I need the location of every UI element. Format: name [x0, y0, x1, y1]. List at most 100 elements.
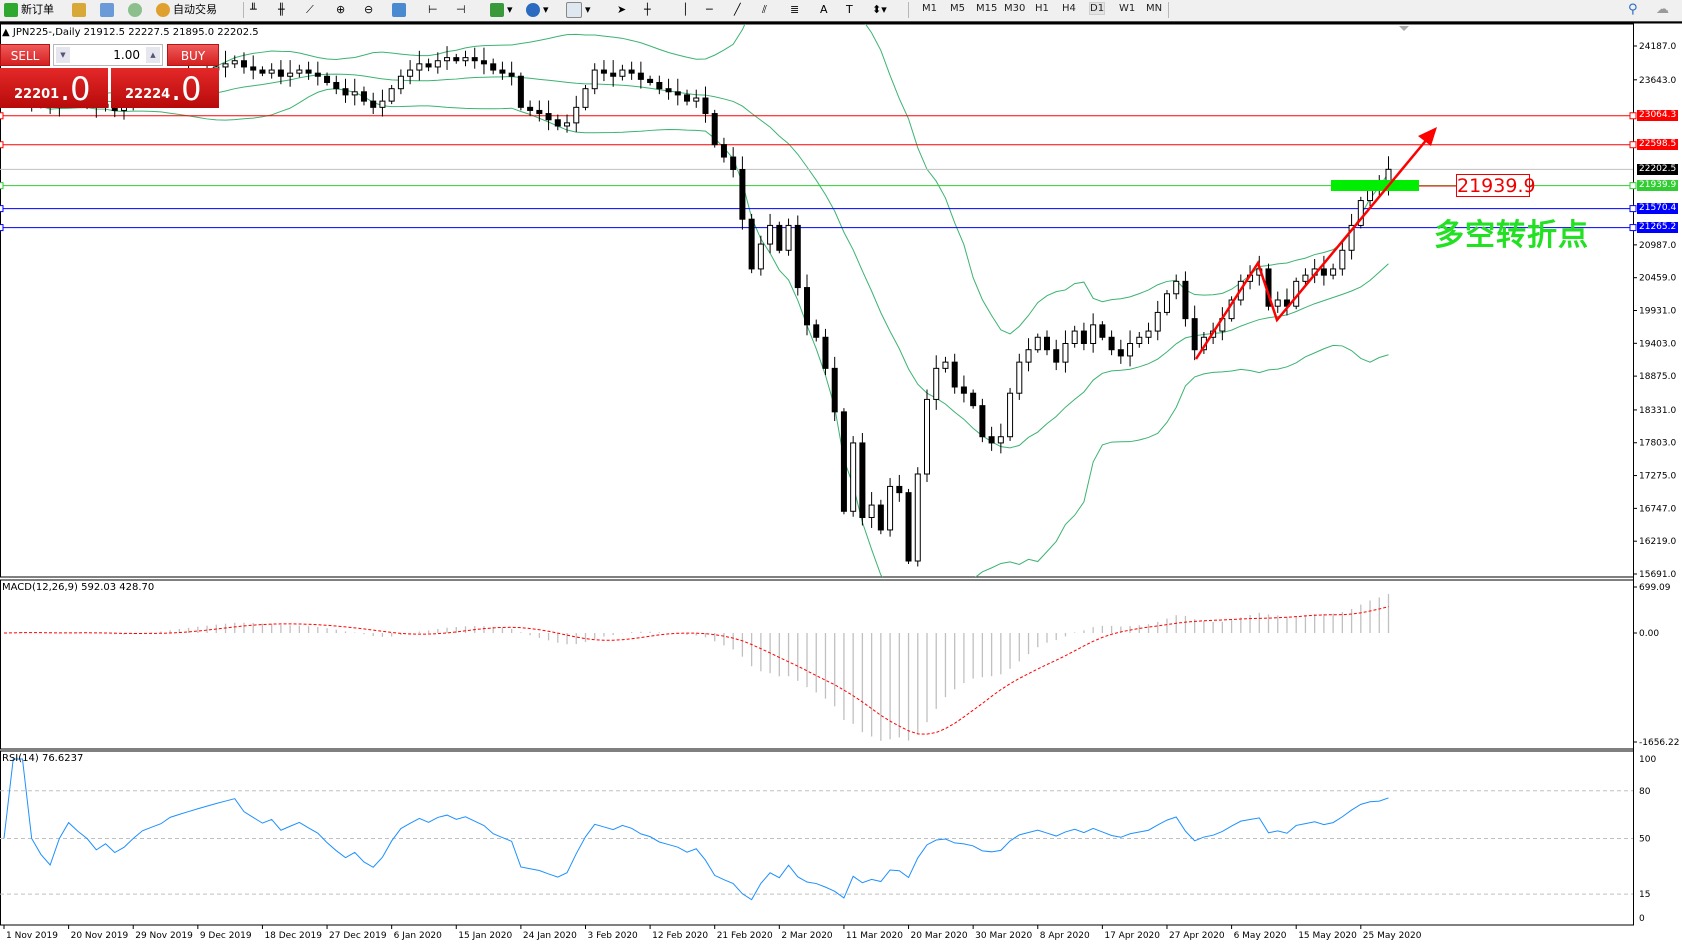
- chart-shift-button[interactable]: ⊢: [428, 2, 438, 18]
- community-button[interactable]: ☁: [1656, 2, 1669, 18]
- rsi-tick-label: 15: [1639, 890, 1650, 900]
- separator: [908, 2, 909, 18]
- indicators-icon: [490, 3, 504, 17]
- candle-bearish: [1108, 336, 1115, 351]
- templates-button[interactable]: ▾: [566, 2, 591, 18]
- price-tick-label: 19931.0: [1639, 306, 1676, 316]
- candle-bullish: [379, 100, 386, 108]
- vertical-line-button[interactable]: │: [682, 2, 689, 18]
- crosshair-button[interactable]: ┼: [644, 2, 651, 18]
- lot-size-input[interactable]: 1.00: [113, 48, 140, 62]
- timeframe-h1[interactable]: H1: [1035, 3, 1049, 14]
- candle-bullish: [1062, 342, 1069, 363]
- date-label: 11 Mar 2020: [846, 931, 903, 941]
- candle-bearish: [360, 91, 367, 102]
- timeframe-h4[interactable]: H4: [1062, 3, 1076, 14]
- separator: [243, 2, 244, 18]
- candle-bullish: [997, 436, 1004, 444]
- crosshair-icon: ┼: [644, 3, 651, 16]
- tile-windows-button[interactable]: [392, 2, 409, 18]
- candle-bullish: [462, 57, 469, 62]
- timeframe-m5[interactable]: M5: [950, 3, 965, 14]
- candle-bullish: [868, 504, 875, 519]
- autoscroll-button[interactable]: ⊣: [456, 2, 466, 18]
- search-button[interactable]: ⚲: [1628, 2, 1638, 18]
- candle-bullish: [397, 75, 404, 90]
- candle-bullish: [1025, 349, 1032, 363]
- candle-bearish: [637, 72, 644, 80]
- candle-bullish: [933, 367, 940, 400]
- lot-decrease-button[interactable]: ▼: [56, 47, 70, 63]
- candle-bearish: [259, 69, 266, 74]
- equidistant-channel-button[interactable]: ⫽: [762, 2, 767, 18]
- rsi-line: [3, 758, 1389, 901]
- bar-chart-button[interactable]: ╨: [250, 2, 257, 18]
- horizontal-line-button[interactable]: ─: [706, 2, 713, 18]
- date-label: 27 Apr 2020: [1169, 931, 1225, 941]
- fibonacci-button[interactable]: ≣: [790, 2, 799, 18]
- price-tick-label: 19403.0: [1639, 339, 1676, 349]
- price-tick-label: 20459.0: [1639, 274, 1676, 284]
- macd-tick-label: 0.00: [1639, 629, 1659, 639]
- timeframe-d1[interactable]: D1: [1088, 2, 1106, 15]
- date-label: 29 Nov 2019: [135, 931, 193, 941]
- timeframe-m15[interactable]: M15: [976, 3, 998, 14]
- trendline-button[interactable]: ╱: [734, 2, 741, 18]
- text-label-button[interactable]: T: [846, 2, 853, 18]
- candle-bullish: [296, 69, 303, 74]
- periods-button[interactable]: ▾: [526, 2, 549, 18]
- annotations: [0, 26, 1637, 360]
- candlestick-button[interactable]: ╫: [278, 2, 285, 18]
- price-tick-label: 17803.0: [1639, 439, 1676, 449]
- level-axis-label: 23064.3: [1637, 110, 1679, 122]
- candle-bullish: [693, 97, 700, 102]
- sell-button[interactable]: SELL: [0, 44, 50, 66]
- candle-bullish: [351, 91, 358, 96]
- candle-bearish: [896, 485, 903, 494]
- zoom-in-button[interactable]: ⊕: [336, 2, 345, 18]
- candle-bullish: [222, 63, 229, 68]
- signals-button[interactable]: [128, 2, 145, 18]
- date-label: 6 Jan 2020: [394, 931, 442, 941]
- tile-windows-icon: [392, 3, 406, 17]
- sell-price[interactable]: 22201 .0: [0, 68, 108, 108]
- timeframe-m30[interactable]: M30: [1004, 3, 1026, 14]
- lot-size-stepper[interactable]: ▼ 1.00 ▲: [53, 44, 163, 66]
- candle-bearish: [684, 94, 691, 102]
- community-icon: ☁: [1656, 2, 1669, 17]
- candle-bearish: [822, 336, 829, 369]
- candle-bearish: [979, 405, 986, 438]
- level-axis-label: 22598.5: [1637, 139, 1679, 151]
- candle-bearish: [674, 91, 681, 96]
- timeframe-m1[interactable]: M1: [922, 3, 937, 14]
- candle-bearish: [305, 69, 312, 74]
- turning-point-annotation: 多空转折点: [1434, 218, 1589, 253]
- chart-shift-icon: ⊢: [428, 3, 438, 16]
- indicators-button[interactable]: ▾: [490, 2, 513, 18]
- candle-bearish: [730, 156, 737, 170]
- candle-bearish: [831, 367, 838, 413]
- arrows-button[interactable]: ⬍▾: [872, 2, 887, 18]
- navigator-button[interactable]: [100, 2, 117, 18]
- auto-trading-button[interactable]: 自动交易: [156, 2, 217, 18]
- trend-arrow-path: [1194, 137, 1429, 360]
- market-watch-button[interactable]: [72, 2, 89, 18]
- candle-bearish: [342, 88, 349, 96]
- pane-frame: [0, 23, 1634, 578]
- candle-bullish: [1136, 336, 1143, 344]
- text-button[interactable]: A: [820, 2, 828, 18]
- timeframe-w1[interactable]: W1: [1119, 3, 1136, 14]
- cursor-button[interactable]: ➤: [617, 2, 626, 18]
- new-order-button[interactable]: 新订单: [4, 2, 54, 18]
- line-chart-button[interactable]: ⟋: [306, 2, 314, 18]
- buy-button[interactable]: BUY: [167, 44, 219, 66]
- candle-bullish: [287, 72, 294, 77]
- candle-bullish: [619, 69, 626, 77]
- chart-shift-marker-icon: [1399, 26, 1409, 31]
- buy-price[interactable]: 22224 .0: [111, 68, 219, 108]
- macd-tick-label: 699.09: [1639, 583, 1671, 593]
- timeframe-mn[interactable]: MN: [1146, 3, 1163, 14]
- lot-increase-button[interactable]: ▲: [146, 47, 160, 63]
- zoom-out-button[interactable]: ⊖: [364, 2, 373, 18]
